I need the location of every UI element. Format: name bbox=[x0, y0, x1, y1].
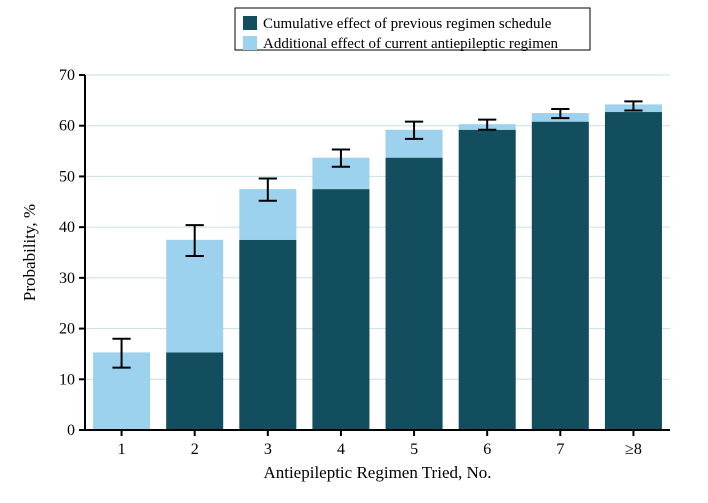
y-tick-label: 0 bbox=[67, 422, 75, 439]
x-tick-label: 3 bbox=[264, 441, 272, 458]
y-tick-label: 30 bbox=[59, 270, 75, 287]
bar-cumulative bbox=[239, 240, 296, 430]
x-tick-label: ≥8 bbox=[625, 441, 642, 458]
y-tick-label: 70 bbox=[59, 67, 75, 84]
x-tick-label: 4 bbox=[337, 441, 345, 458]
y-tick-label: 40 bbox=[59, 219, 75, 236]
chart-container: { "chart": { "type": "stacked-bar-with-e… bbox=[0, 0, 708, 503]
x-tick-label: 1 bbox=[118, 441, 126, 458]
x-tick-label: 6 bbox=[483, 441, 491, 458]
y-axis-label: Probability, % bbox=[20, 204, 39, 301]
y-tick-label: 20 bbox=[59, 321, 75, 338]
chart-svg: 0 10 20 30 40 50 60 70 1 2 3 4 5 6 7 ≥8 Antiepileptic Re… bbox=[0, 0, 708, 503]
legend-swatch bbox=[243, 36, 257, 50]
x-tick-label: 2 bbox=[191, 441, 199, 458]
legend-swatch bbox=[243, 16, 257, 30]
bar-cumulative bbox=[166, 352, 223, 430]
bar-cumulative bbox=[312, 189, 369, 430]
bar-cumulative bbox=[605, 112, 662, 430]
bar-cumulative bbox=[532, 122, 589, 430]
legend-label: Additional effect of current antiepilept… bbox=[263, 36, 559, 52]
x-axis-label: Antiepileptic Regimen Tried, No. bbox=[263, 463, 491, 482]
y-tick-label: 50 bbox=[59, 168, 75, 185]
bar-cumulative bbox=[386, 158, 443, 430]
y-tick-label: 60 bbox=[59, 118, 75, 135]
x-tick-label: 5 bbox=[410, 441, 418, 458]
x-tick-label: 7 bbox=[556, 441, 564, 458]
legend-label: Cumulative effect of previous regimen sc… bbox=[263, 16, 552, 32]
y-tick-label: 10 bbox=[59, 371, 75, 388]
bar-cumulative bbox=[459, 130, 516, 430]
